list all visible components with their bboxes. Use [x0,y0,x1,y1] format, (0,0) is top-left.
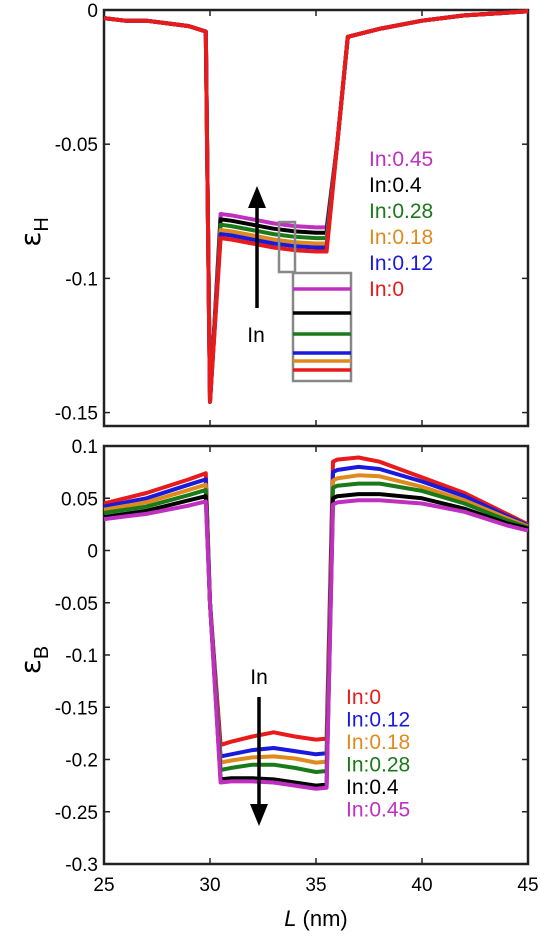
bottom-y-axis-symbol: ε [14,659,47,674]
x-axis-symbol: L [284,906,296,931]
y-tick-label: -0.1 [65,646,98,667]
legend-entry: In:0.45 [369,148,433,171]
top-y-axis-subscript: H [31,217,53,231]
x-tick-label: 35 [305,875,326,896]
arrow-label: In [250,666,268,689]
series-line-in-0-28 [103,481,529,774]
x-tick-label: 25 [93,875,114,896]
bottom-panel: 0.1 0.05 0 -0.05 -0.1 -0.15 -0.2 -0.25 -0.325 30 3… [14,437,539,931]
legend-entry: In:0.28 [346,754,410,777]
y-tick-label: -0.3 [65,855,98,876]
y-tick-label: 0.05 [61,489,98,510]
bottom-in-arrow: In [250,666,268,826]
legend-entry: In:0.4 [346,776,399,799]
legend-entry: In:0.12 [346,709,410,732]
legend-entry: In:0.18 [369,226,433,249]
top-legend: In:0.45 In:0.4 In:0.28 In:0.18 In:0.12 In:0 [369,148,433,301]
series-line-in-0-18 [103,473,529,765]
legend-entry: In:0.45 [346,799,410,822]
legend-entry: In:0.4 [369,174,422,197]
bottom-axis-ticks: 0.1 0.05 0 -0.05 -0.1 -0.15 -0.2 -0.25 -0.325 30 3… [55,437,539,896]
legend-entry: In:0.28 [369,200,433,223]
y-tick-label: 0.1 [72,437,98,458]
arrow-head [248,186,266,208]
y-tick-label: -0.1 [65,269,98,290]
y-tick-label: 0 [87,542,98,563]
bottom-series-lines [103,455,529,791]
y-tick-label: -0.2 [65,751,98,772]
top-y-axis-label: εH [14,217,53,247]
y-tick-label: 0 [87,1,98,22]
x-tick-label: 40 [411,875,432,896]
top-zoom-inset [277,220,353,383]
top-series-lines [103,9,529,404]
top-in-arrow: In [247,186,266,347]
legend-entry: In:0.12 [369,252,433,275]
arrow-label: In [247,324,265,347]
legend-entry: In:0 [369,278,404,301]
x-tick-label: 45 [517,875,538,896]
y-tick-label: -0.15 [55,698,98,719]
y-tick-label: -0.05 [55,135,98,156]
top-y-ticks: 0 -0.05 -0.1 -0.15 [55,1,529,426]
arrow-head [250,804,268,826]
zoom-source-box [277,220,297,274]
series-line-in-0-45 [103,498,529,791]
top-y-axis-symbol: ε [14,232,47,247]
bottom-y-axis-subscript: B [31,646,53,659]
series-line-in-0-4 [103,492,529,788]
y-tick-label: -0.05 [55,594,98,615]
legend-entry: In:0 [346,686,381,709]
x-tick-label: 30 [199,875,220,896]
bottom-y-axis-label: εB [14,646,53,674]
zoom-inset-box [291,271,353,383]
series-line-in-0 [103,9,529,404]
y-tick-label: -0.25 [55,803,98,824]
top-panel: 0-0.05-0.1-0.15 In In:0.45In:0.4In:0.28I… [14,1,530,428]
legend-entry: In:0.18 [346,731,410,754]
x-axis-unit: (nm) [303,906,348,931]
y-tick-label: -0.15 [55,404,98,425]
bottom-x-axis-label: L (nm) [284,906,347,931]
